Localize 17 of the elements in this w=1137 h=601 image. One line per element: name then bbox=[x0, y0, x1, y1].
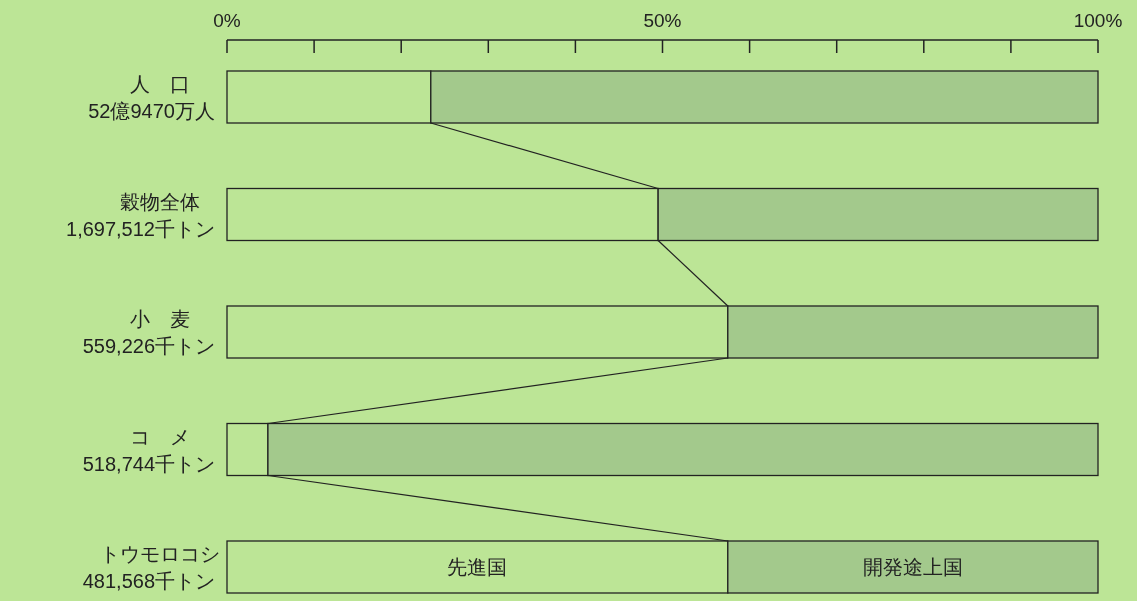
x-tick-label: 0% bbox=[213, 10, 241, 31]
bar bbox=[226, 305, 729, 359]
x-tick-label: 100% bbox=[1073, 10, 1123, 31]
bar bbox=[226, 422, 269, 477]
y-tick-label: 穀物全体 1,697,512千トン bbox=[66, 190, 215, 240]
x-tick-label: 50% bbox=[643, 10, 682, 31]
y-tick-label: 人 口 52億9470万人 bbox=[88, 73, 215, 122]
bar bbox=[226, 70, 432, 124]
y-tick-label: 小 麦 559,226千トン bbox=[82, 308, 215, 357]
bar bbox=[226, 187, 659, 242]
bar bbox=[657, 187, 1099, 242]
series-label: 開発途上国 bbox=[862, 556, 963, 578]
series-label: 先進国 bbox=[447, 556, 508, 578]
y-tick-label: トウモロコシ 481,568千トン bbox=[82, 543, 220, 592]
y-tick-label: コ メ 518,744千トン bbox=[82, 425, 215, 475]
bar bbox=[430, 70, 1099, 124]
bar bbox=[727, 305, 1099, 359]
